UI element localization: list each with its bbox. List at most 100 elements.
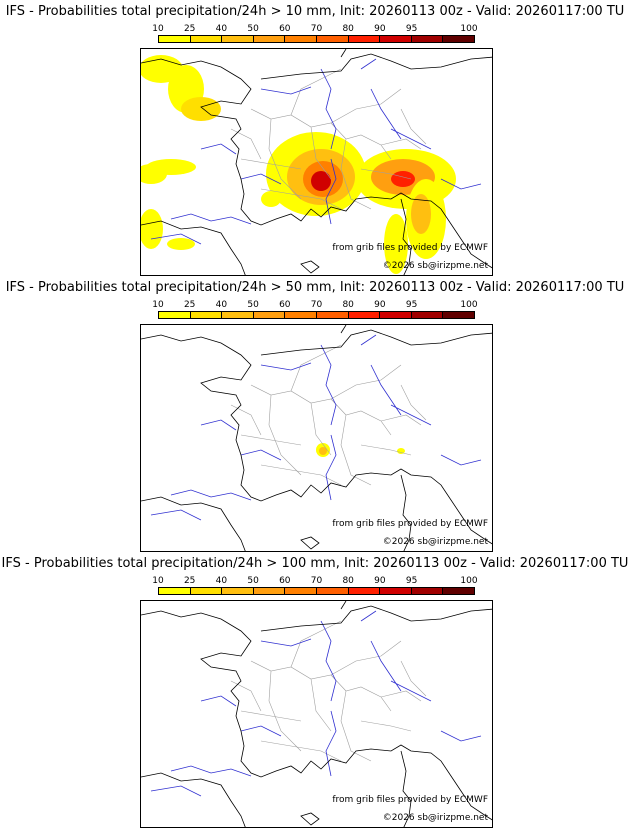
precip-area xyxy=(167,238,195,250)
colorbar-tick-label: 70 xyxy=(310,24,323,34)
colorbar-tick-label: 25 xyxy=(183,576,196,586)
colorbar-swatch xyxy=(190,588,223,594)
colorbar-swatch xyxy=(285,588,317,594)
colorbar-swatch xyxy=(411,588,444,594)
map-area[interactable]: from grib files provided by ECMWF ©2026 … xyxy=(140,600,493,828)
colorbar-tick-label: 90 xyxy=(374,24,386,34)
colorbar-swatch xyxy=(348,588,381,594)
panel-title: IFS - Probabilities total precipitation/… xyxy=(5,4,625,19)
colorbar-swatch xyxy=(190,36,223,42)
colorbar-tick-label: 60 xyxy=(279,24,291,34)
rivers-layer xyxy=(150,58,482,245)
copyright-credit: ©2026 sb@irizpme.net xyxy=(382,537,488,547)
colorbar-tick-label: 95 xyxy=(405,24,418,34)
colorbar-swatch xyxy=(316,588,349,594)
colorbar-tick-label: 95 xyxy=(405,576,418,586)
precip-area xyxy=(319,447,327,455)
colorbar-tick-label: 25 xyxy=(183,24,196,34)
precip-area xyxy=(391,171,415,187)
precip-area xyxy=(141,209,163,249)
colorbar-swatch xyxy=(316,36,349,42)
rivers-layer xyxy=(150,334,482,521)
coastline-layer xyxy=(141,49,492,275)
colorbar-swatch xyxy=(348,312,381,318)
colorbar-tick-label: 100 xyxy=(460,24,478,34)
borders-layer xyxy=(230,620,427,762)
colorbar-swatch xyxy=(285,36,317,42)
precip-area xyxy=(311,171,331,191)
source-credit: from grib files provided by ECMWF xyxy=(332,243,488,253)
colorbar-tick-label: 80 xyxy=(342,576,354,586)
colorbar-ticks: 10 25 40 50 60 70 80 90 95 100 xyxy=(152,299,477,311)
map-area[interactable]: from grib files provided by ECMWF ©2026 … xyxy=(140,324,493,552)
copyright-credit: ©2026 sb@irizpme.net xyxy=(382,261,488,271)
colorbar-swatch xyxy=(348,36,381,42)
colorbar-swatch xyxy=(222,36,254,42)
colorbar-tick-label: 10 xyxy=(152,300,164,310)
colorbar-swatch xyxy=(411,312,444,318)
colorbar-tick-label: 80 xyxy=(342,24,354,34)
colorbar-tick-label: 100 xyxy=(460,576,478,586)
colorbar-swatch xyxy=(159,588,191,594)
precip-layer xyxy=(141,55,456,274)
colorbar xyxy=(158,587,475,595)
forecast-panel-3: IFS - Probabilities total precipitation/… xyxy=(0,552,630,828)
colorbar-tick-label: 10 xyxy=(152,576,164,586)
forecast-panel-1: IFS - Probabilities total precipitation/… xyxy=(0,0,630,276)
panel-title: IFS - Probabilities total precipitation/… xyxy=(1,556,629,571)
colorbar-swatch xyxy=(222,312,254,318)
colorbar-tick-label: 90 xyxy=(374,300,386,310)
colorbar-swatch xyxy=(253,588,286,594)
colorbar-tick-label: 40 xyxy=(215,24,228,34)
colorbar-swatch xyxy=(316,312,349,318)
precip-area xyxy=(397,448,405,454)
map-svg xyxy=(141,325,492,551)
forecast-panel-2: IFS - Probabilities total precipitation/… xyxy=(0,276,630,552)
colorbar-tick-label: 50 xyxy=(247,24,259,34)
colorbar-tick-label: 40 xyxy=(215,576,228,586)
colorbar-swatch xyxy=(443,312,474,318)
colorbar-tick-label: 70 xyxy=(310,300,323,310)
copyright-credit: ©2026 sb@irizpme.net xyxy=(382,813,488,823)
colorbar-tick-label: 95 xyxy=(405,300,418,310)
colorbar-tick-label: 40 xyxy=(215,300,228,310)
colorbar-swatch xyxy=(411,36,444,42)
precip-area xyxy=(181,97,221,121)
colorbar xyxy=(158,35,475,43)
map-svg xyxy=(141,49,492,275)
rivers-layer xyxy=(150,610,482,797)
colorbar-swatch xyxy=(190,312,223,318)
source-credit: from grib files provided by ECMWF xyxy=(332,795,488,805)
precip-area xyxy=(146,159,196,175)
source-credit: from grib files provided by ECMWF xyxy=(332,519,488,529)
colorbar-swatch xyxy=(159,312,191,318)
colorbar-tick-label: 25 xyxy=(183,300,196,310)
colorbar-swatch xyxy=(380,36,412,42)
map-area[interactable]: from grib files provided by ECMWF ©2026 … xyxy=(140,48,493,276)
precip-layer xyxy=(316,443,405,457)
map-svg xyxy=(141,601,492,827)
precip-area xyxy=(261,191,281,207)
colorbar-swatch xyxy=(380,312,412,318)
borders-layer xyxy=(230,344,427,486)
colorbar-swatch xyxy=(159,36,191,42)
colorbar-swatch xyxy=(285,312,317,318)
panel-title: IFS - Probabilities total precipitation/… xyxy=(5,280,625,295)
borders-layer xyxy=(230,68,427,210)
coastline-layer xyxy=(141,601,492,827)
colorbar-tick-label: 80 xyxy=(342,300,354,310)
colorbar-swatch xyxy=(443,588,474,594)
colorbar xyxy=(158,311,475,319)
precip-area xyxy=(411,194,431,234)
colorbar-swatch xyxy=(253,36,286,42)
colorbar-swatch xyxy=(443,36,474,42)
colorbar-ticks: 10 25 40 50 60 70 80 90 95 100 xyxy=(152,23,478,35)
colorbar-tick-label: 50 xyxy=(247,300,259,310)
colorbar-tick-label: 10 xyxy=(152,24,164,34)
colorbar-tick-label: 60 xyxy=(279,300,291,310)
colorbar-swatch xyxy=(222,588,254,594)
colorbar-swatch xyxy=(253,312,286,318)
colorbar-tick-label: 60 xyxy=(279,576,291,586)
colorbar-swatch xyxy=(380,588,412,594)
colorbar-ticks: 10 25 40 50 60 70 80 90 95 100 xyxy=(152,575,478,587)
